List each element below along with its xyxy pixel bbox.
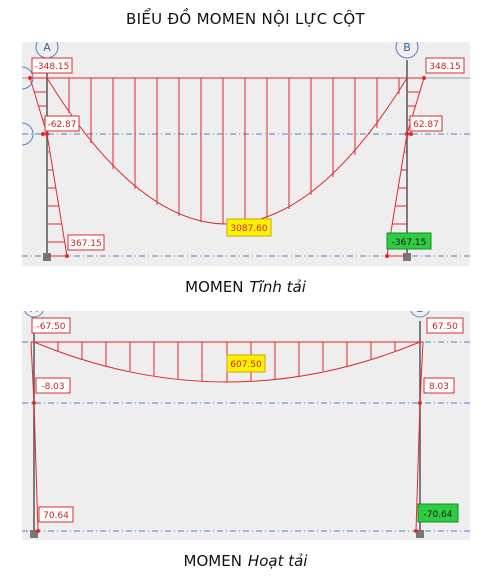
support-left: [43, 253, 51, 261]
caption-load-case: Tĩnh tải: [249, 278, 306, 296]
moment-diagram-dead-load: A B: [22, 42, 470, 266]
page-title: BIỂU ĐỒ MOMEN NỘI LỰC CỘT: [126, 10, 365, 28]
grid-bubble-left: [22, 122, 34, 146]
label-box: [35, 377, 71, 394]
moment-value-mid-right: 8.03: [429, 382, 449, 392]
moment-diagram-svg: A B -67.50 67.50 -8.03: [22, 311, 470, 538]
grid-bubble-b: [395, 42, 419, 59]
label-box: [426, 317, 464, 334]
label-box-selected: [386, 232, 432, 250]
label-box: [423, 377, 455, 394]
moment-value-bottom-right: -70.64: [423, 510, 452, 520]
moment-diagram-live-load: A B -67.50 67.50 -8.03: [22, 311, 470, 540]
grid-label-a: A: [30, 311, 38, 315]
moment-line-left-column: [29, 77, 68, 257]
caption-prefix: MOMEN: [185, 278, 244, 296]
moment-value-mid-right: 62.87: [413, 120, 439, 130]
grid-label-b: B: [416, 311, 424, 315]
label-box: [31, 57, 73, 74]
moment-value-top-right: 67.50: [432, 322, 458, 332]
grid-label-a: A: [43, 42, 51, 54]
label-box: [38, 506, 74, 523]
moment-value-span-max: 3087.60: [230, 224, 267, 234]
grid-label-b: B: [403, 42, 411, 54]
caption-load-case: Hoạt tải: [247, 552, 308, 570]
grid-bubble-b: [410, 311, 430, 318]
support-right: [416, 530, 424, 538]
label-box-selected: [417, 503, 459, 523]
moment-value-top-right: 348.15: [429, 62, 461, 72]
support-left: [30, 530, 38, 538]
grid-bubble-a: [24, 311, 44, 318]
moment-value-top-left: -67.50: [36, 322, 65, 332]
caption-prefix: MOMEN: [183, 552, 242, 570]
moment-value-mid-left: -62.87: [47, 120, 76, 130]
support-right: [403, 253, 411, 261]
moment-value-bottom-left: 70.64: [43, 511, 69, 521]
label-box-max: [226, 218, 272, 237]
moment-value-top-left: -348.15: [35, 62, 70, 72]
label-box: [409, 115, 443, 132]
diagram-caption: MOMEN Tĩnh tải: [0, 278, 491, 296]
label-box: [44, 115, 80, 132]
moment-value-span-max: 607.50: [230, 360, 262, 370]
diagram-caption: MOMEN Hoạt tải: [0, 552, 491, 570]
label-box: [425, 57, 465, 74]
moment-line-right-column: [386, 77, 425, 257]
moment-curve-beam: [46, 77, 408, 225]
label-box-max: [226, 354, 266, 373]
label-box: [67, 234, 105, 251]
label-box: [31, 317, 71, 334]
moment-value-bottom-right: -367.15: [392, 238, 427, 248]
moment-value-bottom-left: 367.15: [70, 239, 102, 249]
moment-value-mid-left: -8.03: [41, 382, 64, 392]
moment-diagram-svg: A B: [22, 42, 470, 261]
